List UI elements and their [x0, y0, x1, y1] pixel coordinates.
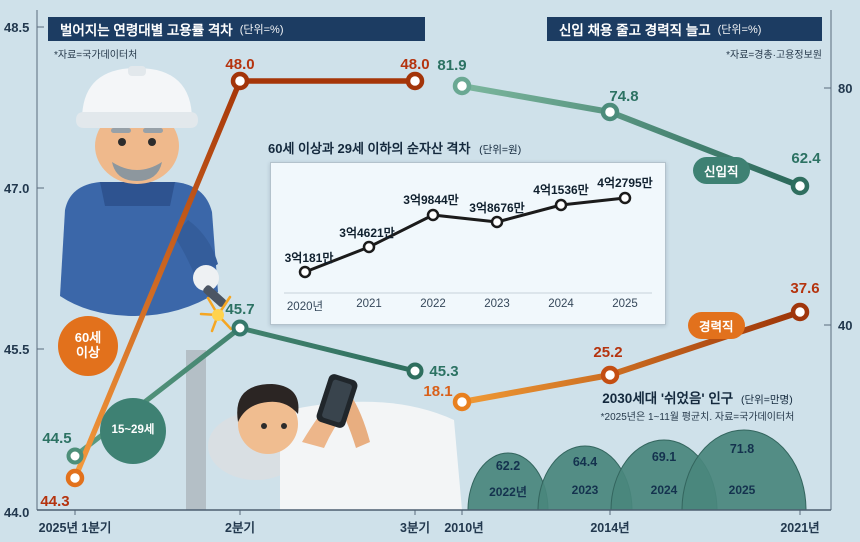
inset-xtick-2023: 2023 — [484, 298, 510, 310]
xtick-2014: 2014년 — [590, 521, 630, 535]
inset-label-2023: 3억8676만 — [469, 201, 525, 215]
label-new-2014: 74.8 — [609, 88, 639, 105]
worker-mustache — [112, 162, 162, 181]
left-chart-title: 벌어지는 연령대별 고용률 격차 — [60, 23, 233, 38]
right-chart-header: 신입 채용 줄고 경력직 늘고 (단위=%) — [547, 17, 822, 41]
resting-man-illustration — [186, 350, 462, 510]
inset-xtick-2024: 2024 — [548, 298, 574, 310]
label-60plus-q2: 48.0 — [225, 56, 255, 73]
right-ytick-80: 80 — [838, 81, 853, 96]
worker-eyebrow — [111, 128, 131, 133]
badge-age-15-29: 15~29세 — [100, 398, 166, 464]
net-asset-inset-panel — [270, 162, 666, 325]
welding-torch — [203, 285, 227, 307]
markers-net-asset-gap — [298, 191, 632, 279]
inset-label-2021: 3억4621만 — [339, 226, 395, 240]
right-ytick-40: 40 — [838, 318, 853, 333]
resting-population-hills — [467, 429, 807, 511]
hill-value-2023: 64.4 — [572, 455, 598, 469]
label-young-q1: 44.5 — [42, 430, 72, 447]
welder-worker-illustration — [60, 66, 233, 333]
label-exp-2010: 18.1 — [423, 383, 453, 400]
badge-experienced-hires: 경력직 — [688, 312, 745, 339]
label-exp-2021: 37.6 — [790, 280, 820, 297]
hill-value-2025: 71.8 — [729, 442, 755, 456]
worker-hardhat-ridge — [128, 66, 146, 76]
left-ytick-47-0: 47.0 — [4, 181, 30, 196]
xtick-2021: 2021년 — [780, 521, 820, 535]
worker-body — [60, 182, 218, 316]
worker-eye — [148, 138, 156, 146]
hill-value-2022: 62.2 — [495, 459, 521, 473]
worker-hardhat — [82, 68, 192, 120]
inset-xtick-2020: 2020년 — [286, 301, 324, 313]
worker-glove — [193, 265, 219, 291]
xtick-q3: 3분기 — [400, 521, 430, 535]
markers-experienced-hires — [452, 302, 810, 412]
worker-eyebrow — [143, 128, 163, 133]
man-eye — [281, 423, 287, 429]
badge-new-hires: 신입직 — [693, 157, 750, 184]
left-ytick-45-5: 45.5 — [4, 342, 30, 357]
markers-new-hires — [452, 76, 810, 196]
right-chart-title: 신입 채용 줄고 경력직 늘고 — [559, 23, 711, 38]
hill-year-2022: 2022년 — [489, 485, 527, 499]
worker-arm — [174, 220, 218, 278]
man-hair — [237, 384, 299, 422]
badge-age-60-plus: 60세 이상 — [58, 316, 118, 376]
left-chart-header: 벌어지는 연령대별 고용률 격차 (단위=%) — [48, 17, 425, 41]
hill-year-2023: 2023 — [571, 483, 599, 497]
label-60plus-q1: 44.3 — [40, 493, 70, 510]
worker-collar — [100, 182, 175, 206]
axes — [36, 10, 832, 515]
man-eye — [261, 423, 267, 429]
right-chart-unit: (단위=%) — [717, 24, 762, 36]
hill-year-2024: 2024 — [650, 483, 678, 497]
xtick-q2: 2분기 — [225, 521, 255, 535]
hill-year-2025: 2025 — [728, 483, 756, 497]
label-exp-2014: 25.2 — [593, 344, 623, 361]
inset-label-2025: 4억2795만 — [597, 176, 653, 190]
worker-eye — [118, 138, 126, 146]
inset-label-2022: 3억9844만 — [403, 193, 459, 207]
inset-title: 60세 이상과 29세 이하의 순자산 격차 (단위=원) — [268, 141, 522, 156]
label-60plus-q3: 48.0 — [400, 56, 430, 73]
left-chart-source: *자료=국가데이터처 — [54, 50, 138, 61]
label-young-q3: 45.3 — [429, 363, 459, 380]
worker-hardhat-brim — [76, 112, 198, 128]
inset-xtick-2022: 2022 — [420, 298, 446, 310]
left-ytick-44-0: 44.0 — [4, 505, 30, 520]
right-chart-source: *자료=경총·고용정보원 — [726, 50, 822, 61]
inset-xtick-2025: 2025 — [612, 298, 638, 310]
bed-edge — [186, 350, 206, 510]
rest-chart-title: 2030세대 '쉬었음' 인구 (단위=만명) — [602, 391, 793, 406]
line-net-asset-gap — [303, 196, 627, 274]
left-chart-unit: (단위=%) — [239, 24, 284, 36]
inset-xtick-2021: 2021 — [356, 298, 382, 310]
inset-unit: (단위=원) — [479, 144, 522, 156]
xtick-2010: 2010년 — [444, 521, 484, 535]
inset-label-2024: 4억1536만 — [533, 183, 589, 197]
left-ytick-48-5: 48.5 — [4, 20, 30, 35]
rest-chart-unit: (단위=만명) — [740, 394, 793, 406]
rest-chart-source: *2025년은 1~11월 평균치. 자료=국가데이터처 — [600, 412, 795, 423]
inset-label-2020: 3억181만 — [284, 251, 334, 265]
man-head — [238, 394, 298, 454]
markers-age-15-29 — [66, 319, 424, 465]
markers-age-60-plus — [65, 71, 425, 488]
label-new-2010: 81.9 — [437, 57, 467, 74]
hill-value-2024: 69.1 — [651, 450, 677, 464]
smartphone-screen — [322, 379, 352, 423]
xtick-2025-q1: 2025년 1분기 — [38, 521, 112, 535]
weld-spark-core — [212, 309, 224, 321]
label-young-q2: 45.7 — [225, 301, 255, 318]
label-new-2021: 62.4 — [791, 150, 821, 167]
hill-2025 — [681, 429, 807, 511]
